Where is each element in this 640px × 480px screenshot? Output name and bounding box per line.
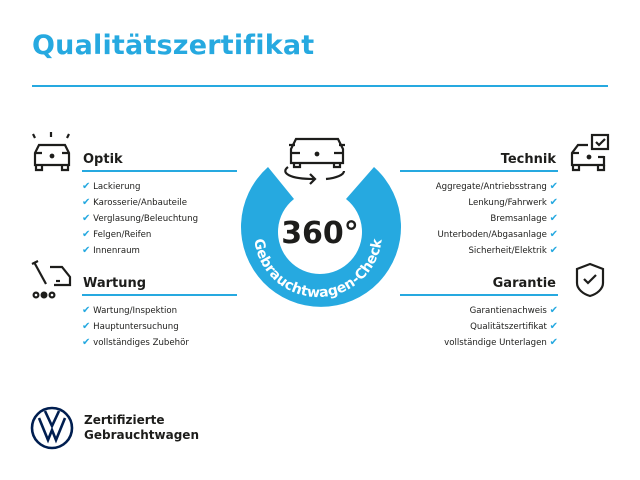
list-item: Aggregate/Antriebsstrang ✔ (435, 181, 558, 192)
page-title: Qualitätszertifikat (32, 30, 315, 61)
list-item: ✔ Wartung/Inspektion (82, 305, 178, 316)
check-icon: ✔ (82, 305, 91, 316)
technik-divider (400, 170, 558, 172)
check-icon: ✔ (549, 305, 558, 316)
vw-logo-icon (30, 406, 74, 450)
list-item: Unterboden/Abgasanlage ✔ (437, 229, 559, 240)
check-icon: ✔ (82, 197, 91, 208)
optik-divider (82, 170, 237, 172)
list-item: Sicherheit/Elektrik ✔ (468, 245, 558, 256)
list-item: ✔ Lackierung (82, 181, 141, 192)
section-title-garantie: Garantie (492, 276, 556, 291)
list-item: ✔ Karosserie/Anbauteile (82, 197, 188, 208)
service-tools-icon (31, 260, 72, 299)
list-item: ✔ Innenraum (82, 245, 140, 256)
check-icon: ✔ (549, 197, 558, 208)
check-icon: ✔ (549, 321, 558, 332)
list-item: vollständige Unterlagen ✔ (444, 337, 558, 348)
list-item: Qualitätszertifikat ✔ (470, 321, 558, 332)
check-icon: ✔ (549, 337, 558, 348)
ring (241, 167, 401, 307)
check-icon: ✔ (82, 245, 91, 256)
title-divider (32, 85, 608, 87)
wartung-divider (82, 294, 237, 296)
check-icon: ✔ (82, 229, 91, 240)
360-label: 360° (281, 216, 359, 251)
list-item: ✔ Hauptuntersuchung (82, 321, 179, 332)
check-icon: ✔ (82, 321, 91, 332)
shield-check-icon (575, 262, 605, 298)
technik-list: Aggregate/Antriebsstrang ✔ Lenkung/Fahrw… (436, 179, 558, 259)
list-item: Lenkung/Fahrwerk ✔ (468, 197, 558, 208)
list-item: ✔ Verglasung/Beleuchtung (82, 213, 199, 224)
check-icon: ✔ (549, 245, 558, 256)
check-icon: ✔ (82, 213, 91, 224)
section-title-optik: Optik (83, 152, 123, 167)
list-item: Bremsanlage ✔ (490, 213, 558, 224)
car-lights-icon (32, 132, 71, 172)
list-item: ✔ vollständiges Zubehör (82, 337, 189, 348)
logo-text: Zertifizierte Gebrauchtwagen (84, 413, 199, 442)
section-title-technik: Technik (500, 152, 556, 167)
car-check-icon (570, 133, 610, 172)
check-icon: ✔ (549, 181, 558, 192)
list-item: Garantienachweis ✔ (469, 305, 558, 316)
check-icon: ✔ (82, 337, 91, 348)
check-icon: ✔ (549, 229, 558, 240)
wartung-list: ✔ Wartung/Inspektion ✔ Hauptuntersuchung… (82, 303, 189, 351)
optik-list: ✔ Lackierung ✔ Karosserie/Anbauteile ✔ V… (82, 179, 198, 259)
check-icon: ✔ (82, 181, 91, 192)
section-title-wartung: Wartung (83, 276, 147, 291)
360-check-badge: Gebrauchtwagen-Check 360° (241, 137, 401, 307)
check-icon: ✔ (549, 213, 558, 224)
list-item: ✔ Felgen/Reifen (82, 229, 152, 240)
car-rotate-icon (284, 137, 346, 185)
garantie-divider (400, 294, 558, 296)
garantie-list: Garantienachweis ✔ Qualitätszertifikat ✔… (444, 303, 558, 351)
